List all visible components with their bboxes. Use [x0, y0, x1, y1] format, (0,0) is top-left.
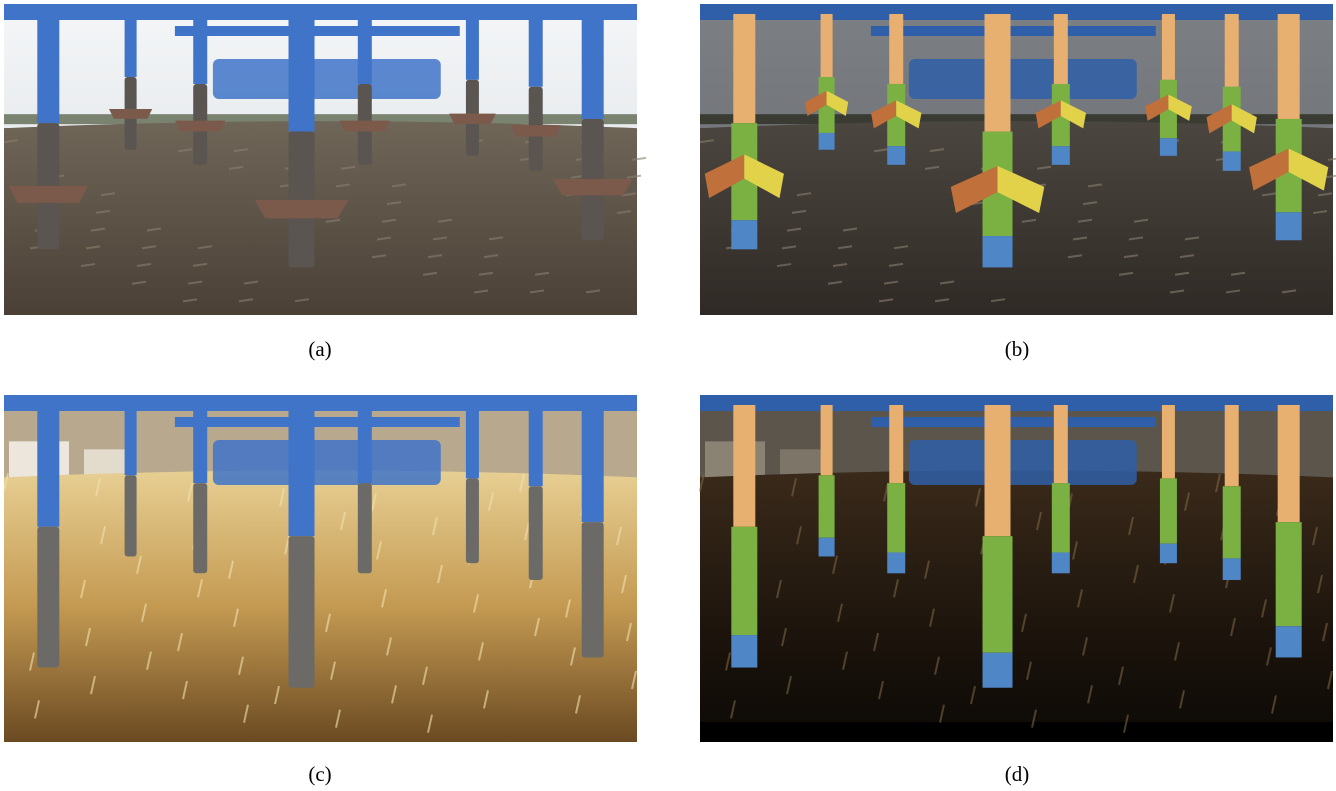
shank	[1054, 14, 1068, 84]
shank	[1278, 14, 1300, 119]
caption: (d)	[1005, 762, 1030, 786]
shank	[582, 405, 604, 522]
seg-green	[1160, 478, 1177, 543]
wing	[449, 114, 496, 124]
photo	[700, 395, 1333, 742]
shank	[1225, 14, 1239, 87]
caption: (b)	[1005, 337, 1030, 361]
seg-blue	[1276, 212, 1302, 240]
shank	[889, 14, 903, 84]
shank	[358, 14, 372, 84]
shank	[193, 14, 207, 84]
shank	[821, 405, 833, 475]
figure: (a) (b) (c) (d)	[0, 0, 1336, 791]
shank	[358, 405, 372, 483]
seg-blue	[1160, 138, 1177, 156]
shank	[289, 405, 315, 536]
seg-blue	[1223, 151, 1241, 170]
shank	[985, 405, 1011, 536]
caption: (a)	[308, 337, 331, 361]
tine	[358, 483, 372, 573]
frame	[871, 417, 1156, 427]
photo	[700, 4, 1336, 315]
seg-blue	[1052, 146, 1070, 165]
wing	[340, 121, 390, 132]
seg-blue	[731, 220, 757, 249]
shank	[466, 405, 479, 478]
seg-blue	[1052, 552, 1070, 573]
tine	[529, 486, 543, 580]
caption: (c)	[308, 762, 331, 786]
wing	[109, 109, 152, 119]
shank	[733, 14, 755, 123]
roller	[213, 59, 441, 99]
shank	[37, 14, 59, 123]
seg-blue	[983, 236, 1013, 267]
tine	[125, 475, 137, 556]
seg-blue	[983, 653, 1013, 688]
tine	[289, 536, 315, 688]
shank	[1225, 405, 1239, 486]
tine	[289, 132, 315, 268]
shank	[125, 405, 137, 475]
shank	[733, 405, 755, 527]
seg-blue	[1276, 626, 1302, 657]
shank	[289, 14, 315, 132]
seg-blue	[819, 538, 835, 557]
shank	[821, 14, 833, 77]
tine	[466, 478, 479, 563]
frame	[175, 417, 460, 427]
seg-blue	[1223, 558, 1241, 580]
seg-green	[731, 527, 757, 635]
tine	[193, 483, 207, 573]
wing	[175, 121, 225, 132]
shank	[193, 405, 207, 483]
seg-blue	[887, 552, 905, 573]
wing	[255, 200, 349, 218]
shank	[466, 14, 479, 80]
shank	[1162, 14, 1175, 80]
shank	[582, 14, 604, 119]
tine	[37, 527, 59, 668]
photo	[4, 4, 646, 315]
seg-green	[1223, 486, 1241, 558]
seg-blue	[1160, 544, 1177, 564]
black-band	[700, 722, 1333, 742]
wing	[511, 125, 561, 136]
frame	[175, 26, 460, 36]
shank	[889, 405, 903, 483]
shank	[985, 14, 1011, 132]
seg-green	[1052, 483, 1070, 552]
frame	[871, 26, 1156, 36]
seg-green	[887, 483, 905, 552]
seg-green	[1276, 522, 1302, 626]
shank	[529, 14, 543, 87]
seg-blue	[887, 146, 905, 165]
panels	[4, 4, 1336, 742]
seg-blue	[819, 133, 835, 150]
seg-green	[819, 475, 835, 537]
wing	[9, 186, 88, 203]
roller	[909, 59, 1137, 99]
shank	[1278, 405, 1300, 522]
roller	[909, 440, 1137, 485]
roller	[213, 440, 441, 485]
shank	[1054, 405, 1068, 483]
wing	[553, 179, 632, 195]
photo	[4, 395, 637, 742]
shank	[529, 405, 543, 486]
shank	[37, 405, 59, 527]
shank	[1162, 405, 1175, 478]
tine	[582, 522, 604, 657]
seg-green	[983, 536, 1013, 653]
shank	[125, 14, 137, 77]
seg-blue	[731, 635, 757, 667]
